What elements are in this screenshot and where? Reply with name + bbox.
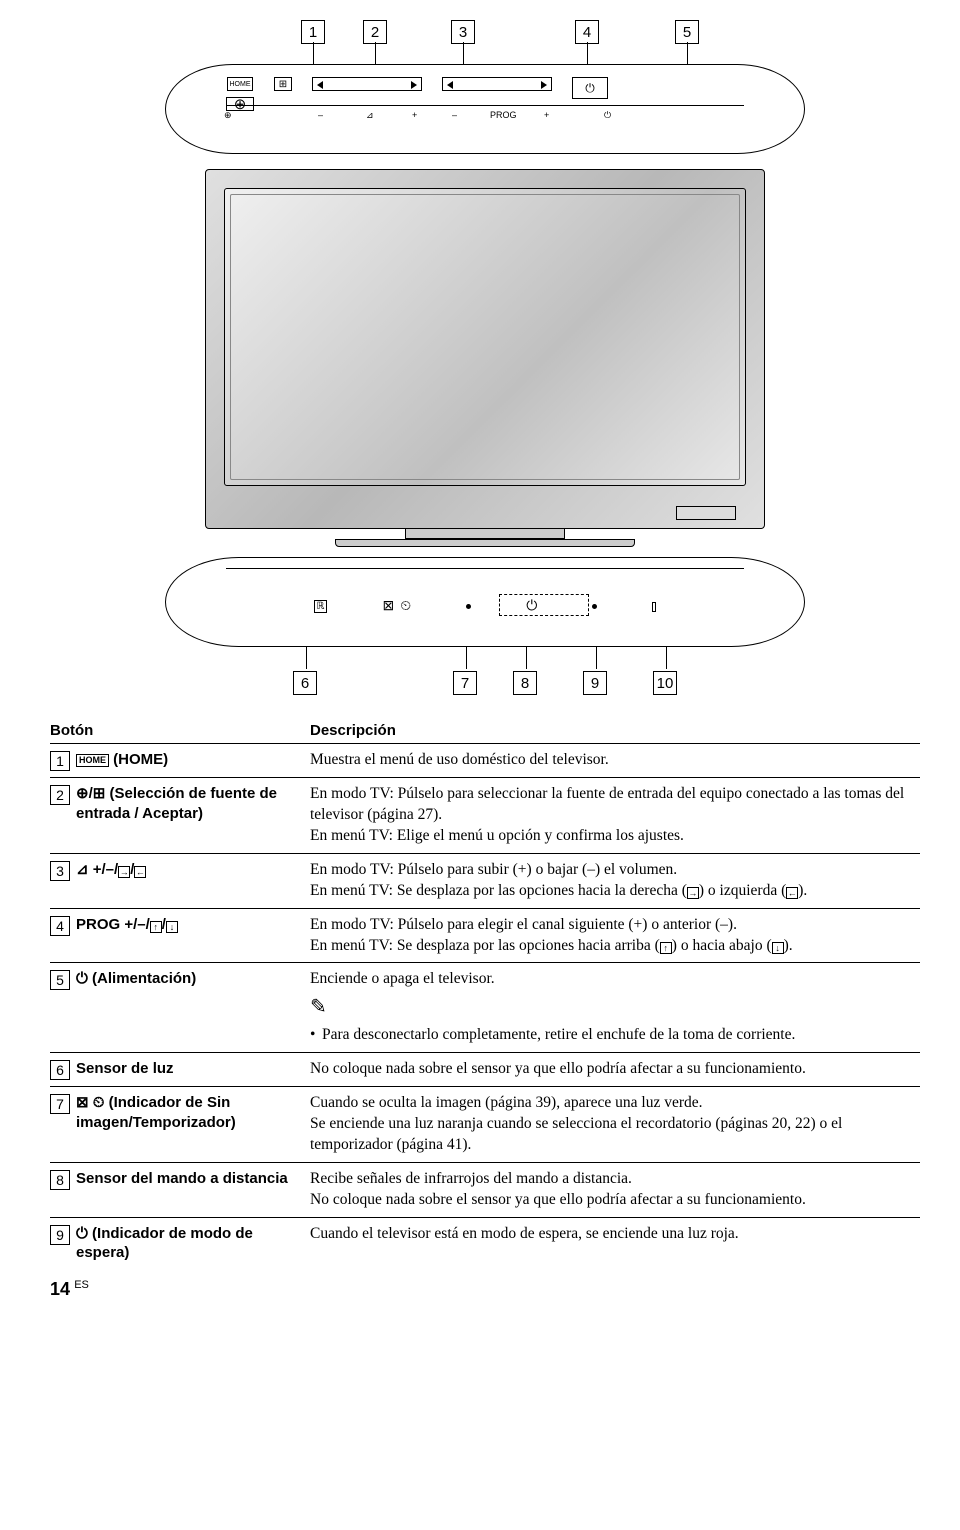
callout-7: 7 — [453, 671, 477, 695]
timer-icon: ⏲ — [400, 599, 411, 615]
row-desc: En modo TV: Púlselo para subir (+) o baj… — [310, 860, 920, 902]
vol-plus-label: + — [412, 110, 417, 120]
row-num: 1 — [50, 751, 70, 771]
callout-6: 6 — [293, 671, 317, 695]
tv-callout-diagram: 1 2 3 4 5 HOME ⊕ ⊞ ⏻ — [50, 20, 920, 697]
ok-button-icon: ⊞ — [274, 77, 292, 91]
power-led-icon — [652, 602, 656, 612]
row-desc: En modo TV: Púlselo para elegir el canal… — [310, 915, 920, 957]
volume-rocker-icon — [312, 77, 422, 91]
led-dot — [592, 604, 597, 609]
row-desc: Recibe señales de infrarrojos del mando … — [310, 1169, 920, 1211]
callout-1: 1 — [301, 20, 325, 44]
row-num: 8 — [50, 1170, 70, 1190]
button-description-table: Botón Descripción 1 HOME (HOME) Muestra … — [50, 722, 920, 1269]
standby-icon: ⏻ — [526, 599, 537, 615]
row-num: 5 — [50, 970, 70, 990]
prog-label: PROG — [490, 110, 517, 120]
row-label: ⏻ (Indicador de modo de espera) — [76, 1224, 310, 1263]
row-label: ⊠ ⏲ (Indicador de Sin imagen/Temporizado… — [76, 1093, 310, 1156]
page-footer: 14 ES — [50, 1279, 920, 1300]
home-button-icon: HOME — [227, 77, 253, 91]
row-desc: En modo TV: Púlselo para seleccionar la … — [310, 784, 920, 847]
callout-5: 5 — [675, 20, 699, 44]
col-header-desc: Descripción — [310, 722, 920, 739]
row-num: 4 — [50, 916, 70, 936]
row-label: ⏻ (Alimentación) — [76, 969, 310, 1046]
row-label: Sensor de luz — [76, 1059, 310, 1080]
callout-10: 10 — [653, 671, 677, 695]
sensor-panel-diagram: ℝ ⊠ ⏲ ⏻ — [165, 557, 805, 647]
callout-3: 3 — [451, 20, 475, 44]
row-desc: No coloque nada sobre el sensor ya que e… — [310, 1059, 920, 1080]
row-desc: Muestra el menú de uso doméstico del tel… — [310, 750, 920, 771]
table-row: 4 PROG +/–/↑/↓ En modo TV: Púlselo para … — [50, 909, 920, 964]
callout-4: 4 — [575, 20, 599, 44]
tv-ir-window — [676, 506, 736, 520]
page-lang: ES — [74, 1279, 89, 1291]
row-num: 7 — [50, 1094, 70, 1114]
row-label: ⊕/⊞ (Selección de fuente de entrada / Ac… — [76, 784, 310, 847]
tv-front-diagram — [205, 169, 765, 547]
prog-minus-label: – — [452, 110, 457, 120]
table-row: 7 ⊠ ⏲ (Indicador de Sin imagen/Temporiza… — [50, 1087, 920, 1163]
row-num: 2 — [50, 785, 70, 805]
top-control-panel-diagram: HOME ⊕ ⊞ ⏻ ⊕ – ⊿ + – PROG + ⏻ — [165, 64, 805, 154]
row-desc: Cuando se oculta la imagen (página 39), … — [310, 1093, 920, 1156]
callout-9: 9 — [583, 671, 607, 695]
row-num: 9 — [50, 1225, 70, 1245]
prog-plus-label: + — [544, 110, 549, 120]
table-row: 9 ⏻ (Indicador de modo de espera) Cuando… — [50, 1218, 920, 1269]
row-label: ⊿ +/–/→/← — [76, 860, 310, 902]
table-row: 2 ⊕/⊞ (Selección de fuente de entrada / … — [50, 778, 920, 854]
picture-off-icon: ⊠ — [382, 598, 394, 615]
table-row: 8 Sensor del mando a distancia Recibe se… — [50, 1163, 920, 1218]
note-icon: ✎ — [310, 994, 920, 1021]
row-num: 6 — [50, 1060, 70, 1080]
table-row: 1 HOME (HOME) Muestra el menú de uso dom… — [50, 744, 920, 778]
power-button-icon: ⏻ — [572, 77, 608, 99]
page-number: 14 — [50, 1279, 70, 1299]
vol-minus-label: – — [318, 110, 323, 120]
note-bullet: Para desconectarlo completamente, retire… — [310, 1025, 920, 1046]
prog-rocker-icon — [442, 77, 552, 91]
callout-2: 2 — [363, 20, 387, 44]
row-num: 3 — [50, 861, 70, 881]
row-desc: Enciende o apaga el televisor. ✎ Para de… — [310, 969, 920, 1046]
callout-8: 8 — [513, 671, 537, 695]
col-header-button: Botón — [50, 722, 310, 739]
table-row: 3 ⊿ +/–/→/← En modo TV: Púlselo para sub… — [50, 854, 920, 909]
row-label: Sensor del mando a distancia — [76, 1169, 310, 1211]
table-row: 5 ⏻ (Alimentación) Enciende o apaga el t… — [50, 963, 920, 1053]
row-desc: Cuando el televisor está en modo de espe… — [310, 1224, 920, 1263]
table-row: 6 Sensor de luz No coloque nada sobre el… — [50, 1053, 920, 1087]
row-label: PROG +/–/↑/↓ — [76, 915, 310, 957]
row-label: HOME (HOME) — [76, 750, 310, 771]
led-dot — [466, 604, 471, 609]
ir-sensor-icon: ℝ — [314, 600, 328, 613]
